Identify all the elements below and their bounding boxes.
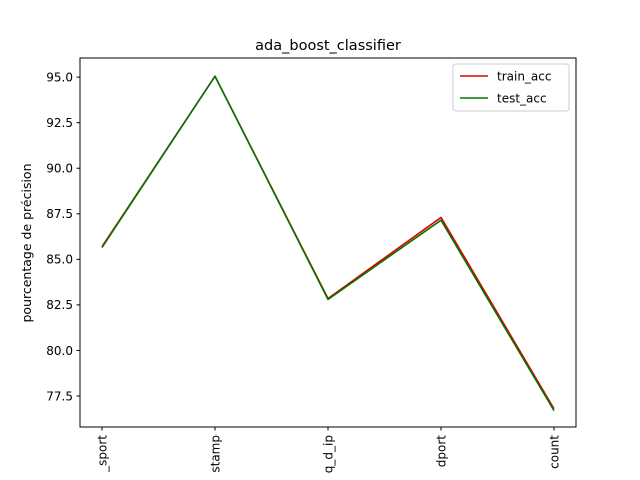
chart-title: ada_boost_classifier <box>255 38 401 54</box>
legend: train_acc test_acc <box>452 63 570 112</box>
y-axis-label: pourcentage de précision <box>19 163 34 322</box>
plot-frame <box>79 57 577 428</box>
y-tick-label: 85.0 <box>46 253 73 267</box>
y-tick-label: 82.5 <box>46 298 73 312</box>
y-tick-label: 92.5 <box>46 116 73 130</box>
x-tick-label: _sport <box>96 435 110 473</box>
series-line-test-acc <box>101 75 555 412</box>
y-tick-label: 87.5 <box>46 207 73 221</box>
x-tick-label: dport <box>435 435 449 468</box>
x-tick-label: stamp <box>209 435 223 473</box>
axis-ticks: 77.5 80.0 82.5 85.0 87.5 90.0 92.5 95.0 _sport st… <box>46 70 561 473</box>
y-tick-label: 90.0 <box>46 162 73 176</box>
series-lines <box>101 75 555 412</box>
y-tick-label: 77.5 <box>46 389 73 403</box>
series-line-train-acc <box>101 75 555 410</box>
legend-label: test_acc <box>497 92 547 106</box>
y-tick-label: 95.0 <box>46 70 73 84</box>
legend-label: train_acc <box>497 70 551 84</box>
x-tick-label: count <box>548 435 562 469</box>
y-tick-label: 80.0 <box>46 344 73 358</box>
x-tick-label: q_d_ip <box>322 435 336 473</box>
